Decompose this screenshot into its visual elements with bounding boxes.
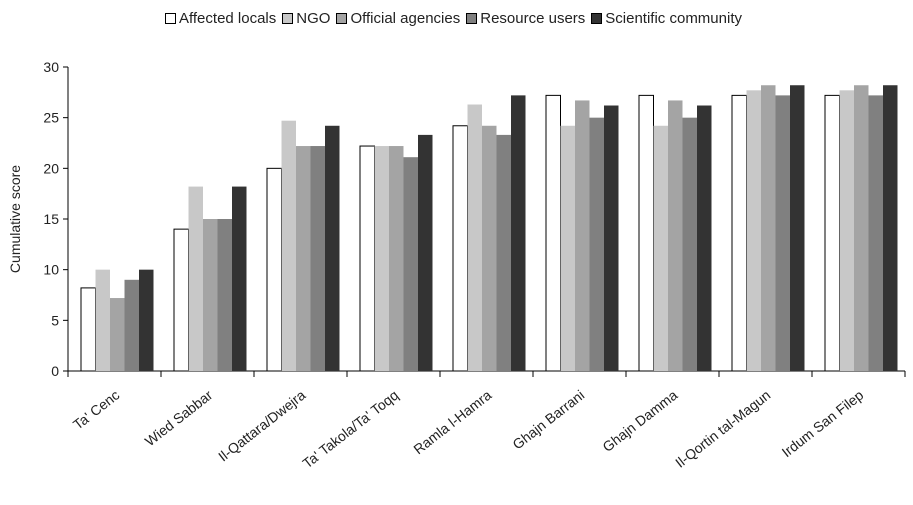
legend-item: NGO: [282, 10, 330, 27]
bar: [80, 287, 96, 372]
bar: [731, 94, 747, 372]
x-tick-label: Ta' Takola/Ta' Toqq: [299, 387, 401, 472]
legend-swatch: [282, 13, 294, 24]
bar: [682, 117, 697, 372]
x-tick-label: Il-Qattara/Dwejra: [215, 387, 308, 465]
legend-swatch: [336, 13, 348, 24]
y-axis: 0 5 10 15 20 25 30: [43, 59, 69, 379]
bar: [359, 145, 375, 372]
x-tick-label: Ghajn Damma: [599, 387, 680, 455]
bar: [374, 146, 389, 371]
bar: [203, 219, 218, 371]
y-tick-label: 30: [43, 59, 59, 75]
bar: [325, 125, 340, 371]
bar: [110, 298, 125, 371]
bar: [482, 125, 497, 371]
legend-label: Official agencies: [350, 10, 461, 27]
bar: [575, 100, 590, 371]
bar: [511, 95, 526, 371]
legend-label: Resource users: [480, 10, 586, 27]
x-tick-label: Wied Sabbar: [142, 387, 216, 450]
bar: [139, 269, 154, 371]
bar: [868, 95, 883, 371]
legend-item: Affected locals: [164, 10, 277, 27]
legend-swatch: [466, 13, 478, 24]
bar: [173, 228, 189, 372]
bar: [452, 125, 468, 372]
legend-swatch: [164, 13, 176, 24]
x-tick-label: Il-Qortin tal-Magun: [672, 387, 773, 471]
y-tick-label: 10: [43, 262, 59, 278]
bar: [188, 186, 203, 371]
bar: [697, 105, 712, 372]
bar: [496, 134, 511, 371]
bar: [310, 146, 325, 371]
bar: [790, 85, 805, 372]
y-tick-label: 15: [43, 211, 59, 227]
bar: [545, 94, 561, 372]
legend: Affected locals NGO Official agencies Resou…: [0, 10, 913, 27]
bars: [80, 85, 898, 372]
bar: [604, 105, 619, 372]
bar: [95, 269, 110, 371]
legend-label: Affected locals: [178, 10, 277, 27]
bar: [638, 94, 654, 372]
legend-swatch: [591, 13, 603, 24]
y-tick-label: 5: [51, 312, 59, 328]
x-axis: Ta' Cenc Wied Sabbar Il-Qattara/DwejraTa' …: [67, 370, 906, 472]
x-tick-label: Ghajn Barrani: [509, 387, 587, 453]
y-tick-label: 25: [43, 110, 59, 126]
legend-item: Resource users: [466, 10, 585, 27]
y-axis-title: Cumulative score: [7, 165, 23, 273]
x-tick-label: Ramla l-Hamra: [410, 387, 494, 458]
bar: [824, 94, 840, 372]
legend-item: Scientific community: [591, 10, 742, 27]
legend-label: Scientific community: [605, 10, 742, 27]
y-tick-label: 0: [51, 363, 59, 379]
legend-item: Official agencies: [336, 10, 460, 27]
bar: [403, 157, 418, 371]
x-tick-label: Ta' Cenc: [70, 387, 122, 433]
bar: [761, 85, 776, 372]
bar: [746, 90, 761, 371]
bar: [281, 120, 296, 371]
bar: [296, 146, 311, 371]
legend-label: NGO: [296, 10, 331, 27]
bar: [560, 125, 575, 371]
y-tick-label: 20: [43, 160, 59, 176]
bar: [266, 167, 282, 372]
bar: [124, 279, 139, 371]
bar: [418, 134, 433, 371]
bar: [883, 85, 898, 372]
bar: [217, 219, 232, 371]
bar: [589, 117, 604, 372]
bar: [668, 100, 683, 371]
bar: [854, 85, 869, 372]
x-tick-label: Irdum San Filep: [779, 387, 867, 461]
bar: [232, 186, 247, 371]
bar: [653, 125, 668, 371]
bar: [389, 146, 404, 371]
bar: [775, 95, 790, 371]
bar: [467, 104, 482, 371]
bar: [839, 90, 854, 371]
